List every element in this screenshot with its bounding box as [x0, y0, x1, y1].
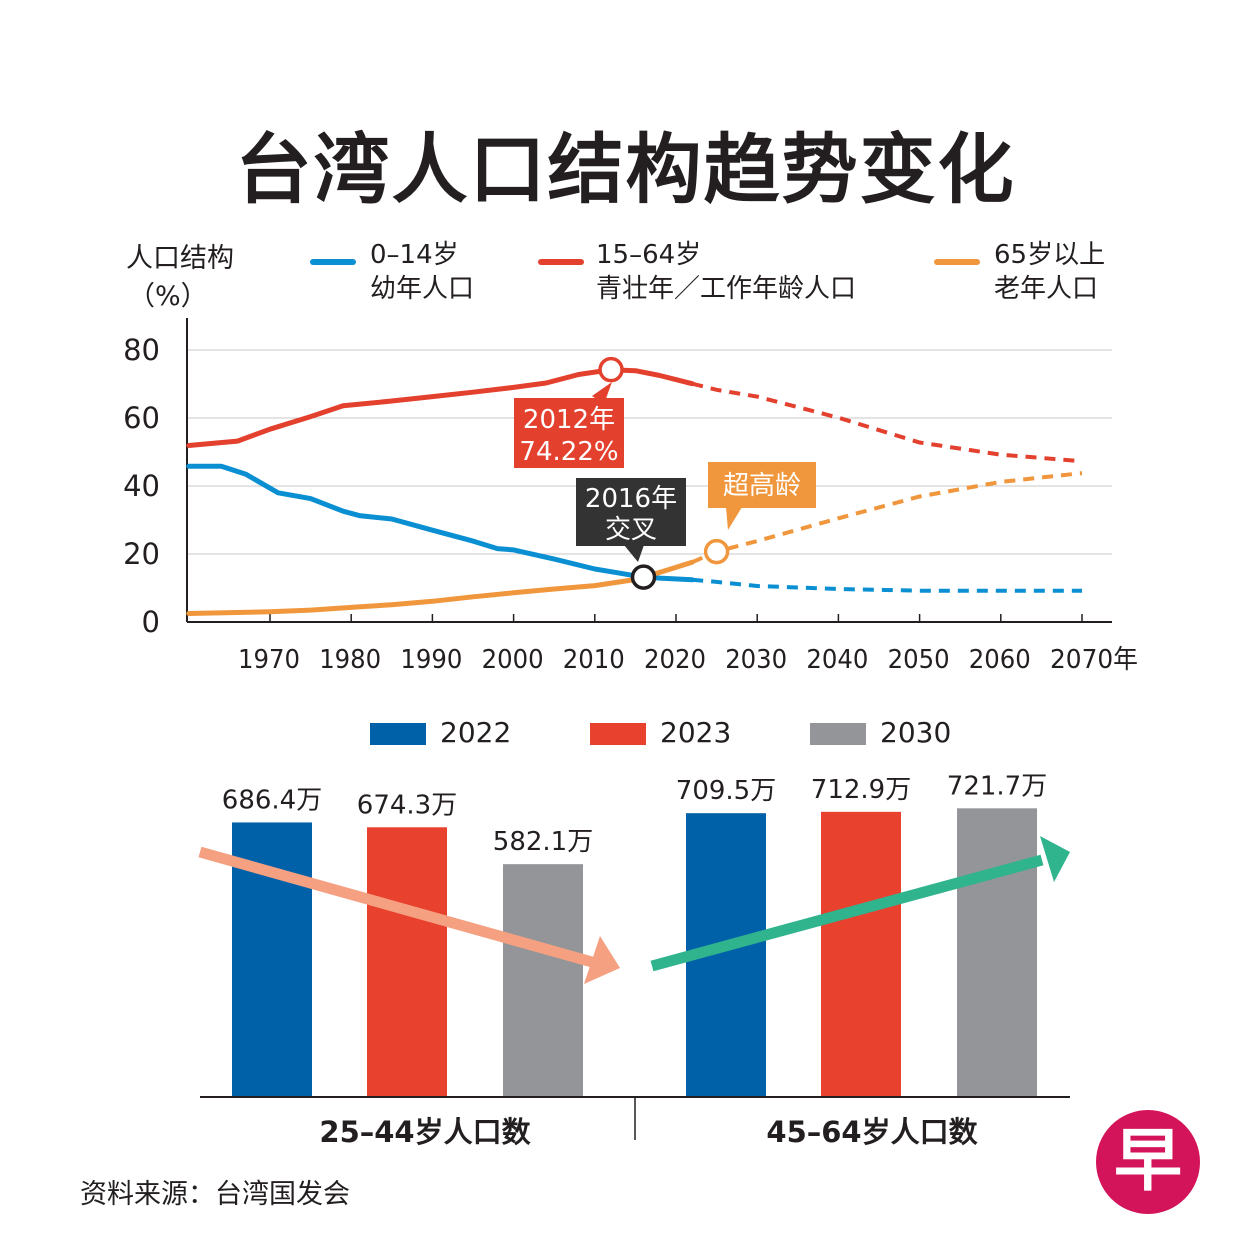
x-tick-label: 2060	[969, 645, 1031, 675]
annotation-cross-line1: 2016年	[585, 484, 677, 514]
legend-working: 15–64岁 青壮年／工作年龄人口	[596, 238, 856, 306]
y-axis-unit: （%）	[128, 281, 208, 312]
source-note: 资料来源：台湾国发会	[80, 1179, 350, 1210]
trend-arrow-up-shaft	[650, 854, 1044, 972]
x-tick-label: 2070年	[1050, 645, 1138, 675]
bar-value-label: 686.4万	[222, 785, 322, 815]
annotation-pointer-cross	[624, 545, 644, 562]
series-projection-0	[692, 577, 1082, 593]
series-line-1	[186, 367, 695, 448]
bar-legend-label-2022: 2022	[440, 716, 512, 749]
annotation-peak-line2: 74.22%	[519, 437, 618, 467]
bar-value-label: 709.5万	[676, 776, 776, 806]
x-tick-label: 2010	[563, 645, 625, 675]
marker-peak	[598, 356, 624, 383]
marker-cross	[630, 564, 657, 590]
legend-child: 0–14岁 幼年人口	[370, 238, 474, 306]
trend-arrow-up-head	[1040, 836, 1070, 882]
logo-text: 早	[1113, 1122, 1182, 1201]
x-tick-label: 2050	[888, 645, 950, 675]
bar-2023	[821, 811, 901, 1097]
annotation-peak-line1: 2012年	[523, 405, 615, 435]
bar-legend-label-2023: 2023	[660, 716, 732, 749]
legend-elderly-desc: 老年人口	[994, 274, 1099, 304]
bar-value-label: 721.7万	[947, 771, 1047, 801]
legend-working-desc: 青壮年／工作年龄人口	[596, 274, 857, 304]
annotation-cross-line2: 交叉	[605, 515, 657, 545]
legend-child-name: 0–14岁	[370, 240, 459, 270]
legend-working-name: 15–64岁	[596, 240, 702, 270]
legend-elderly-name: 65岁以上	[994, 240, 1106, 270]
bar-value-label: 712.9万	[811, 775, 911, 805]
bar-value-label: 674.3万	[357, 790, 457, 820]
annotation-pointer-superaged	[726, 507, 742, 530]
trend-arrow-down-shaft	[198, 846, 594, 968]
y-axis-label-text: 人口结构	[126, 243, 234, 274]
bar-legend-2030: 2030	[810, 716, 951, 749]
bar-legend-swatch-2030	[810, 723, 866, 745]
legend-child-desc: 幼年人口	[370, 274, 475, 304]
x-tick-label: 2000	[482, 645, 544, 675]
annotation-box-peak	[514, 398, 624, 468]
series-line-0	[186, 463, 695, 583]
annotation-superaged-text: 超高龄	[723, 471, 801, 501]
x-tick-label: 1980	[319, 645, 381, 675]
y-tick-label: 60	[123, 401, 160, 435]
annotation-box-superaged	[708, 462, 816, 508]
bar-2023	[367, 827, 447, 1097]
y-tick-label: 20	[123, 537, 160, 571]
marker-superaged	[703, 538, 730, 565]
zaobao-logo: 早	[1096, 1110, 1200, 1214]
x-tick-label: 2030	[725, 645, 787, 675]
series-line-2	[186, 559, 695, 616]
trend-arrow-down-head	[584, 936, 620, 984]
annotation-box-cross	[576, 478, 686, 546]
y-tick-label: 40	[123, 469, 160, 503]
x-tick-label: 1970	[238, 645, 300, 675]
x-tick-label: 2020	[644, 645, 706, 675]
chart-title: 台湾人口结构趋势变化	[235, 125, 1016, 214]
bar-group-label: 25–44岁人口数	[319, 1115, 531, 1149]
y-axis-label: 人口结构 （%）	[126, 240, 234, 316]
bar-2030	[503, 864, 583, 1097]
y-tick-label: 0	[142, 605, 160, 639]
legend-swatch-child	[310, 259, 356, 265]
x-tick-label: 1990	[400, 645, 462, 675]
bar-legend-2022: 2022	[370, 716, 511, 749]
bar-legend-2023: 2023	[590, 716, 731, 749]
bar-group-label: 45–64岁人口数	[766, 1115, 978, 1149]
legend-swatch-elderly	[934, 259, 980, 265]
bar-legend-label-2030: 2030	[880, 716, 952, 749]
bar-2030	[957, 808, 1037, 1097]
legend-swatch-working	[538, 259, 584, 265]
bar-value-label: 582.1万	[493, 827, 593, 857]
bar-legend-swatch-2023	[590, 723, 646, 745]
y-tick-label: 80	[123, 333, 160, 367]
series-projection-1	[691, 381, 1083, 464]
legend-elderly: 65岁以上 老年人口	[994, 238, 1105, 306]
bar-legend-swatch-2022	[370, 723, 426, 745]
x-tick-label: 2040	[806, 645, 868, 675]
